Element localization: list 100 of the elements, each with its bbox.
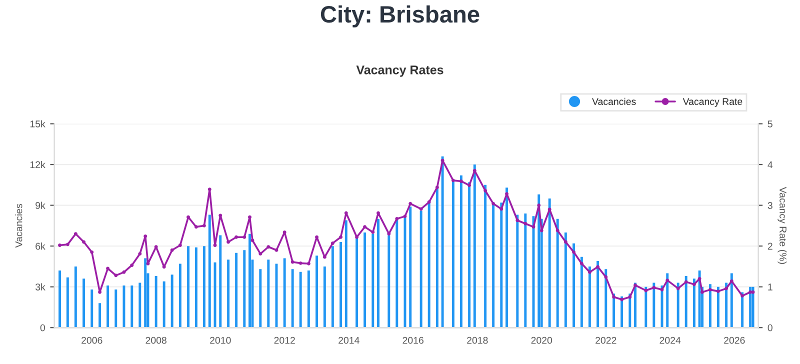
bar <box>74 266 77 328</box>
bar <box>267 260 270 328</box>
bar <box>178 264 182 328</box>
y-tick-label: 6k <box>36 242 46 250</box>
bar <box>538 194 540 328</box>
bar <box>484 184 487 328</box>
bar <box>307 270 310 328</box>
bar <box>323 266 326 328</box>
bar <box>473 164 476 328</box>
bar <box>652 282 656 328</box>
bar <box>730 273 733 328</box>
bar <box>749 286 752 328</box>
bar <box>144 258 147 328</box>
bar <box>259 269 262 328</box>
bar <box>644 286 648 328</box>
bar <box>725 282 728 328</box>
x-tick-label: 2018 <box>467 336 488 344</box>
bar <box>114 290 118 328</box>
bar <box>58 270 61 328</box>
bar <box>441 156 444 328</box>
chart-subtitle: Vacancy Rates <box>356 66 444 77</box>
y-axis-title: Vacancies <box>15 204 22 248</box>
bar <box>90 290 94 328</box>
bar <box>752 286 754 328</box>
y-tick-label: 9k <box>36 202 46 209</box>
y2-tick-label: 2 <box>768 242 772 250</box>
bar <box>106 285 110 328</box>
bar <box>572 243 576 328</box>
bar <box>170 274 174 328</box>
y2-axis-title: Vacancy Rate (%) <box>778 186 787 264</box>
bar <box>364 232 366 328</box>
bar <box>506 188 508 328</box>
x-tick-label: 2024 <box>660 336 681 344</box>
bar <box>344 220 348 328</box>
bar <box>219 235 222 328</box>
legend-label: Vacancies <box>592 98 636 105</box>
bar <box>98 303 102 328</box>
bar <box>436 186 438 328</box>
bar <box>340 242 342 328</box>
bar <box>588 266 591 328</box>
bar <box>634 282 636 328</box>
x-tick-label: 2010 <box>210 336 231 344</box>
bar <box>548 198 551 328</box>
bar <box>194 247 198 328</box>
bar <box>187 246 190 328</box>
bar <box>291 269 294 328</box>
x-tick-label: 2022 <box>596 336 616 344</box>
bar <box>580 256 583 328</box>
bar <box>596 261 600 328</box>
legend-label: Vacancy Rate <box>682 98 742 107</box>
bar <box>604 269 608 328</box>
bar <box>66 277 69 328</box>
bar <box>556 218 559 328</box>
bar <box>396 218 398 328</box>
chart-title: City: Brisbane <box>320 5 480 28</box>
bar <box>154 276 158 328</box>
bar <box>283 258 286 328</box>
bar <box>138 282 142 328</box>
x-tick-label: 2014 <box>338 336 360 344</box>
bar <box>356 238 358 328</box>
y2-tick-label: 5 <box>768 120 772 128</box>
bar <box>122 285 126 328</box>
x-tick-label: 2026 <box>724 336 745 344</box>
bar <box>676 282 680 328</box>
y-tick-label: 0 <box>40 324 45 332</box>
bar <box>708 284 712 328</box>
bar <box>516 214 519 328</box>
bar <box>299 272 302 328</box>
y-tick-label: 3k <box>35 283 46 290</box>
bar <box>248 234 251 328</box>
bar <box>227 260 230 328</box>
bar <box>452 179 454 328</box>
bar <box>130 285 134 328</box>
bar <box>692 278 696 328</box>
bar <box>377 218 380 328</box>
bar <box>500 202 503 328</box>
x-tick-label: 2012 <box>274 336 295 344</box>
bar <box>243 250 246 328</box>
bar <box>716 286 720 328</box>
bar <box>162 281 166 328</box>
bar <box>460 175 462 328</box>
y2-tick-label: 4 <box>768 161 773 168</box>
bar <box>82 278 86 328</box>
y-tick-label: 15k <box>30 120 46 128</box>
bar <box>492 202 495 328</box>
y2-tick-label: 3 <box>768 202 772 209</box>
bar <box>468 182 471 328</box>
bar <box>235 252 238 328</box>
x-tick-label: 2020 <box>531 336 552 344</box>
x-tick-label: 2008 <box>146 336 166 344</box>
y2-tick-label: 1 <box>768 284 772 290</box>
y2-tick-label: 0 <box>768 324 772 332</box>
bar <box>202 246 206 328</box>
bar <box>208 214 211 328</box>
bar <box>684 276 688 328</box>
x-tick-label: 2016 <box>402 336 424 344</box>
bar <box>316 256 318 328</box>
bar <box>524 213 527 328</box>
bar <box>564 232 567 328</box>
y-tick-label: 12k <box>30 161 46 168</box>
